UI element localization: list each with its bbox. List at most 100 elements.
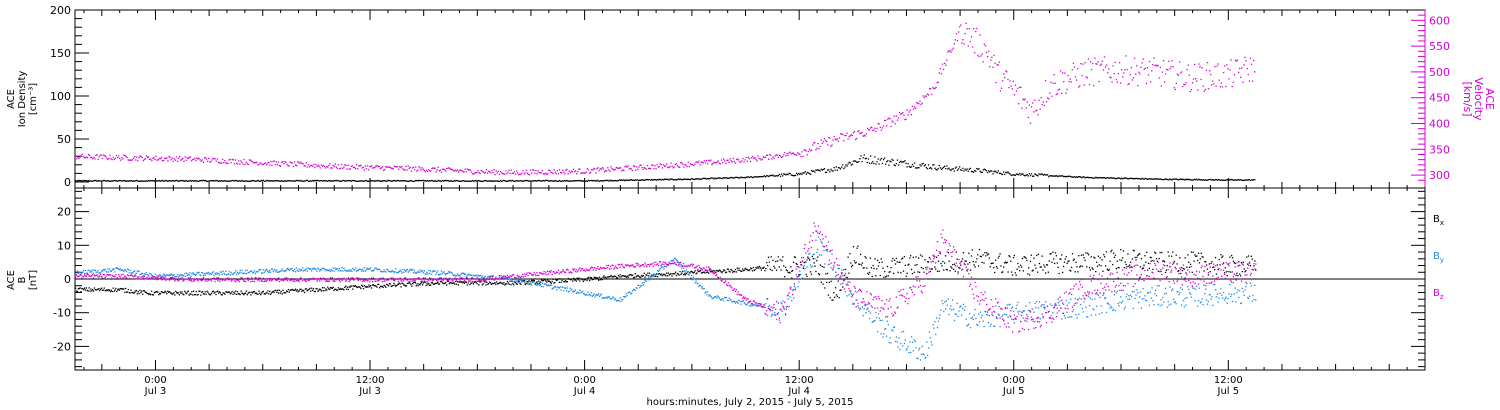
bx-point: [665, 272, 668, 274]
ion-density-point: [492, 180, 494, 182]
by-point: [391, 269, 393, 272]
bx-point: [337, 287, 340, 289]
by-point: [951, 309, 953, 311]
ion-density-point: [433, 180, 435, 183]
velocity-point: [526, 172, 528, 174]
by-point: [99, 272, 101, 274]
velocity-point: [591, 169, 593, 171]
by-point: [693, 278, 695, 280]
ion-density-point: [931, 168, 933, 170]
by-point: [453, 274, 455, 277]
ion-density-point: [224, 180, 226, 182]
by-point: [897, 346, 899, 348]
ion-density-point: [193, 180, 195, 182]
velocity-point: [1117, 73, 1120, 75]
velocity-point: [1157, 64, 1159, 67]
ion-density-point: [1098, 177, 1100, 179]
by-point: [824, 263, 826, 265]
ion-density-point: [574, 180, 577, 182]
ion-density-point: [358, 180, 360, 182]
bx-point: [226, 291, 228, 293]
by-point: [385, 271, 387, 273]
ion-density-point: [1008, 172, 1010, 174]
ion-density-point: [824, 171, 827, 174]
by-point: [617, 299, 619, 302]
by-point: [542, 285, 544, 288]
velocity-point: [716, 161, 718, 163]
velocity-point: [275, 161, 277, 163]
ion-density-point: [776, 175, 778, 177]
bx-point: [833, 292, 835, 294]
by-point: [108, 268, 111, 270]
velocity-point: [450, 168, 452, 171]
ion-density-point: [819, 170, 821, 172]
velocity-point: [757, 155, 759, 157]
velocity-point: [1070, 81, 1072, 83]
velocity-point: [562, 169, 564, 171]
bx-point: [1139, 266, 1142, 268]
ion-density-point: [490, 179, 492, 182]
by-point: [276, 269, 278, 271]
bx-point: [244, 292, 247, 294]
velocity-point: [608, 169, 610, 171]
by-point: [182, 274, 184, 276]
bx-point: [906, 272, 908, 275]
ion-density-point: [488, 180, 490, 182]
ion-density-point: [713, 178, 715, 180]
ion-density-point: [904, 160, 906, 162]
ion-density-point: [740, 176, 742, 178]
ion-density-point: [1006, 172, 1008, 174]
bx-point: [1036, 271, 1039, 273]
by-point: [572, 291, 574, 293]
velocity-point: [186, 157, 188, 159]
ion-density-point: [464, 180, 466, 182]
ion-density-point: [1129, 177, 1131, 179]
bx-point: [454, 280, 457, 283]
by-point: [525, 280, 527, 282]
bx-point: [749, 269, 751, 271]
bx-point: [809, 271, 812, 273]
velocity-point: [146, 156, 149, 158]
bx-point: [868, 271, 871, 274]
velocity-point: [1136, 65, 1138, 67]
ion-density-point: [563, 180, 565, 182]
velocity-point: [675, 163, 678, 165]
velocity-point: [414, 168, 416, 171]
ion-density-point: [287, 180, 289, 182]
bx-point: [1071, 253, 1074, 255]
by-point: [329, 270, 332, 273]
bx-point: [200, 294, 202, 296]
by-point: [899, 349, 901, 351]
ion-density-point: [831, 170, 833, 172]
bx-point: [1091, 267, 1093, 269]
velocity-point: [270, 160, 272, 163]
bx-point: [477, 280, 479, 282]
bx-point: [231, 290, 233, 293]
bx-point: [114, 289, 116, 291]
velocity-point: [361, 167, 363, 169]
bx-point: [1255, 269, 1257, 271]
bx-point: [314, 290, 316, 293]
bx-point: [666, 275, 669, 277]
velocity-point: [985, 51, 988, 54]
ion-density-point: [665, 178, 667, 181]
by-point: [75, 273, 77, 275]
by-point: [851, 303, 854, 305]
bx-point: [289, 289, 291, 291]
by-point: [800, 273, 802, 276]
velocity-point: [142, 160, 144, 162]
by-point: [771, 314, 773, 316]
bx-point: [825, 281, 828, 284]
velocity-point: [1083, 84, 1085, 86]
velocity-point: [1113, 72, 1115, 75]
ion-density-point: [391, 180, 393, 182]
bx-point: [919, 254, 922, 256]
bx-point: [1077, 271, 1079, 273]
velocity-point: [987, 50, 990, 52]
bx-point: [559, 278, 561, 280]
bx-point: [332, 286, 334, 289]
bx-point: [155, 290, 157, 293]
velocity-point: [451, 168, 453, 171]
bx-point: [862, 267, 864, 269]
by-point: [459, 275, 461, 277]
